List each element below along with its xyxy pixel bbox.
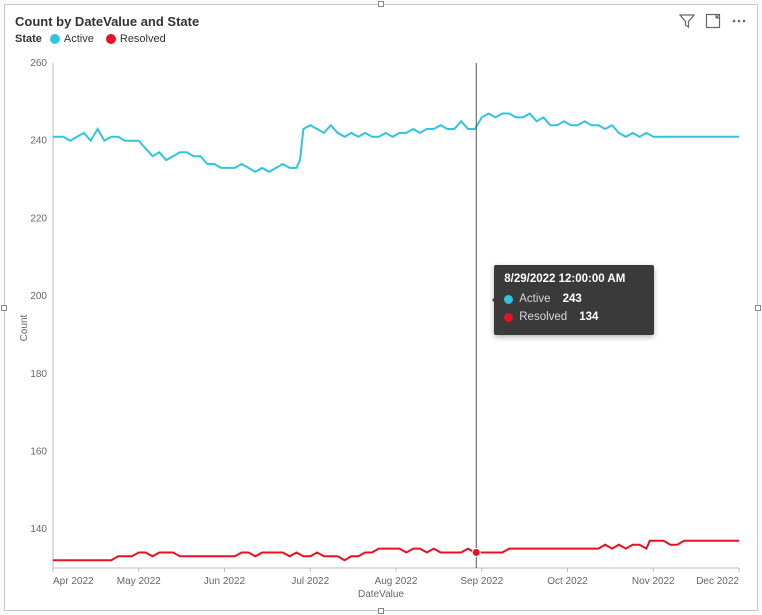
tooltip-value-active: 243 [563, 290, 582, 308]
svg-text:Sep 2022: Sep 2022 [460, 576, 503, 587]
tooltip-label-resolved: Resolved [519, 308, 567, 326]
svg-text:260: 260 [30, 58, 47, 69]
svg-text:Jun 2022: Jun 2022 [204, 576, 246, 587]
resize-handle-bottom[interactable] [378, 608, 384, 614]
svg-text:240: 240 [30, 136, 47, 147]
svg-text:Aug 2022: Aug 2022 [375, 576, 418, 587]
tooltip-label-active: Active [519, 290, 550, 308]
svg-text:220: 220 [30, 213, 47, 224]
legend-item-active[interactable]: Active [50, 33, 94, 45]
svg-text:200: 200 [30, 291, 47, 302]
legend-swatch-resolved [106, 34, 116, 44]
svg-text:140: 140 [30, 524, 47, 535]
legend-label-resolved: Resolved [120, 33, 166, 45]
tooltip-row-active: Active 243 [504, 290, 644, 308]
chart-title: Count by DateValue and State [15, 14, 679, 29]
chart-card: Count by DateValue and State State Activ… [4, 4, 758, 611]
svg-text:May 2022: May 2022 [117, 576, 161, 587]
legend-item-resolved[interactable]: Resolved [106, 33, 166, 45]
svg-text:160: 160 [30, 446, 47, 457]
resize-handle-left[interactable] [1, 305, 7, 311]
plot-area[interactable]: Count DateValue 140160180200220240260Apr… [15, 57, 747, 598]
filter-icon[interactable] [679, 13, 695, 29]
svg-text:Apr 2022: Apr 2022 [53, 576, 94, 587]
legend-title: State [15, 33, 42, 45]
legend: State Active Resolved [5, 31, 757, 49]
svg-text:Oct 2022: Oct 2022 [547, 576, 588, 587]
tooltip-header: 8/29/2022 12:00:00 AM [504, 273, 644, 285]
focus-mode-icon[interactable] [705, 13, 721, 29]
more-options-icon[interactable] [731, 13, 747, 29]
header-actions [679, 13, 747, 29]
svg-text:Jul 2022: Jul 2022 [291, 576, 329, 587]
tooltip-dot-resolved [504, 313, 513, 322]
svg-text:180: 180 [30, 369, 47, 380]
resize-handle-top[interactable] [378, 1, 384, 7]
legend-swatch-active [50, 34, 60, 44]
svg-text:Dec 2022: Dec 2022 [696, 576, 739, 587]
card-header: Count by DateValue and State [5, 5, 757, 31]
tooltip-value-resolved: 134 [579, 308, 598, 326]
resize-handle-right[interactable] [755, 305, 761, 311]
svg-text:Nov 2022: Nov 2022 [632, 576, 675, 587]
tooltip-row-resolved: Resolved 134 [504, 308, 644, 326]
tooltip-dot-active [504, 295, 513, 304]
legend-label-active: Active [64, 33, 94, 45]
hover-tooltip: 8/29/2022 12:00:00 AM Active 243 Resolve… [494, 265, 654, 335]
